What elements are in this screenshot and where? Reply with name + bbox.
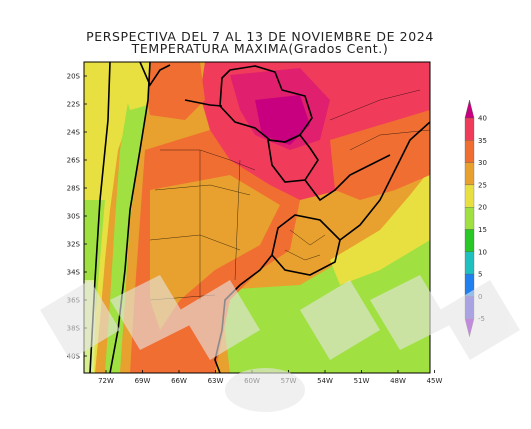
latitude-label: 28S xyxy=(67,185,81,193)
atacama-zone xyxy=(115,62,150,110)
colorbar-label: 5 xyxy=(478,271,482,279)
colorbar-label: 0 xyxy=(478,293,482,301)
colorbar-segment xyxy=(464,140,475,163)
map-plot-area xyxy=(84,62,430,373)
map-title: PERSPECTIVA DEL 7 AL 13 DE NOVIEMBRE DE … xyxy=(86,29,434,44)
colorbar-label: 10 xyxy=(478,248,487,256)
province-borders xyxy=(149,89,431,301)
colorbar-segment xyxy=(464,184,475,208)
longitude-label: 45W xyxy=(427,377,443,385)
map-subtitle: TEMPERATURA MAXIMA(Grados Cent.) xyxy=(131,41,389,56)
longitude-label: 72W xyxy=(98,377,114,385)
colorbar-segment xyxy=(464,117,475,141)
peru-chile-border xyxy=(139,61,171,87)
longitude-label: 48W xyxy=(390,377,406,385)
country-borders xyxy=(89,61,431,374)
colorbar-label: 30 xyxy=(478,159,487,167)
longitude-label: 60W xyxy=(244,377,260,385)
colorbar-label: 15 xyxy=(478,226,487,234)
longitude-label: 69W xyxy=(135,377,151,385)
brazil-coastline xyxy=(339,121,431,241)
longitude-label: 66W xyxy=(171,377,187,385)
latitude-label: 38S xyxy=(67,325,81,333)
colorbar-segment xyxy=(464,207,475,230)
latitude-label: 34S xyxy=(67,269,81,277)
colorbar-segment xyxy=(464,273,475,297)
bolivia-border xyxy=(219,65,313,143)
latitude-label: 30S xyxy=(67,213,81,221)
colorbar-bottom-arrow xyxy=(464,318,475,337)
colorbar: 40 35 30 25 20 15 10 5 0 -5 xyxy=(464,99,487,337)
colorbar-top-arrow xyxy=(464,99,475,119)
colorbar-label: 25 xyxy=(478,181,487,189)
latitude-label: 40S xyxy=(67,353,81,361)
chaco-peak-zone xyxy=(255,95,310,145)
colorbar-segment xyxy=(464,296,475,319)
longitude-label: 63W xyxy=(208,377,224,385)
latitude-label: 36S xyxy=(67,297,81,305)
colorbar-label: 20 xyxy=(478,204,487,212)
north-argentina-border xyxy=(184,99,223,107)
colorbar-label: -5 xyxy=(478,315,485,323)
longitude-label: 57W xyxy=(281,377,297,385)
colorbar-label: 35 xyxy=(478,137,487,145)
paraguay-border xyxy=(267,134,319,183)
colorbar-label: 40 xyxy=(478,115,487,123)
longitude-label: 51W xyxy=(354,377,370,385)
colorbar-segment xyxy=(464,229,475,252)
latitude-label: 26S xyxy=(67,157,81,165)
uruguay-border xyxy=(271,214,341,276)
colorbar-segment xyxy=(464,162,475,186)
latitude-label: 32S xyxy=(67,241,81,249)
latitude-label: 20S xyxy=(67,73,81,81)
latitude-label: 24S xyxy=(67,129,81,137)
brazil-argentina-border xyxy=(304,154,391,202)
latitude-label: 22S xyxy=(67,101,81,109)
atlantic-yellow-zone xyxy=(330,170,430,285)
colorbar-segment xyxy=(464,251,475,275)
longitude-label: 54W xyxy=(317,377,333,385)
